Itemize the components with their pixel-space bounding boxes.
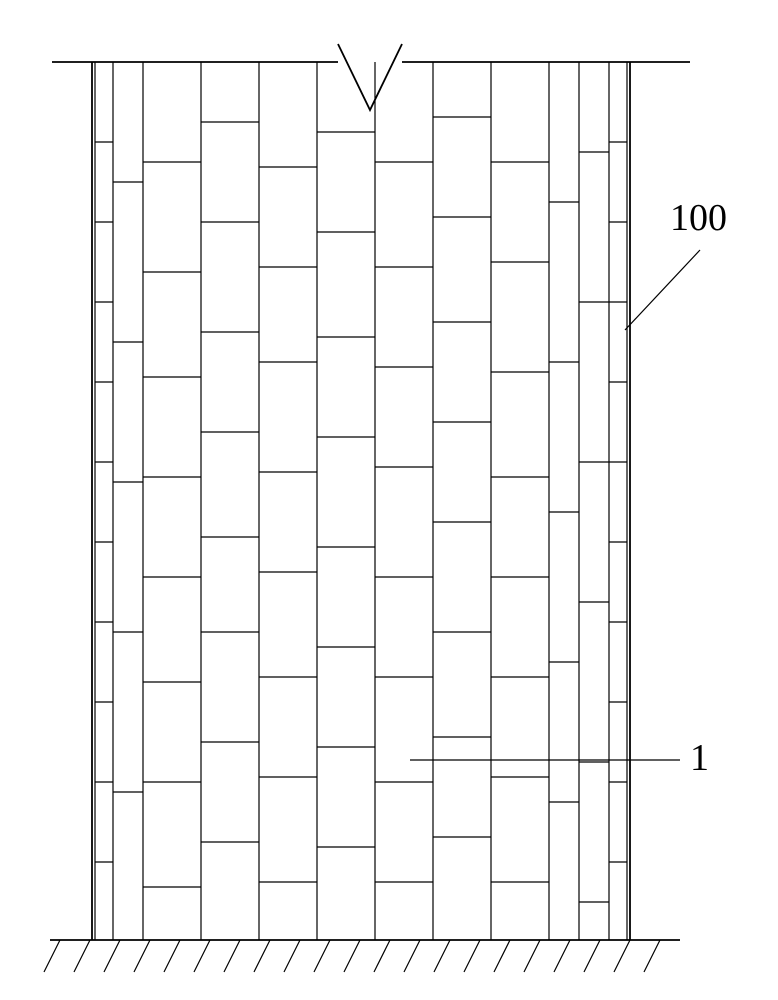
engineering-diagram: 100 1	[0, 0, 778, 1000]
label-100: 100	[670, 197, 727, 239]
label-1: 1	[690, 737, 709, 779]
